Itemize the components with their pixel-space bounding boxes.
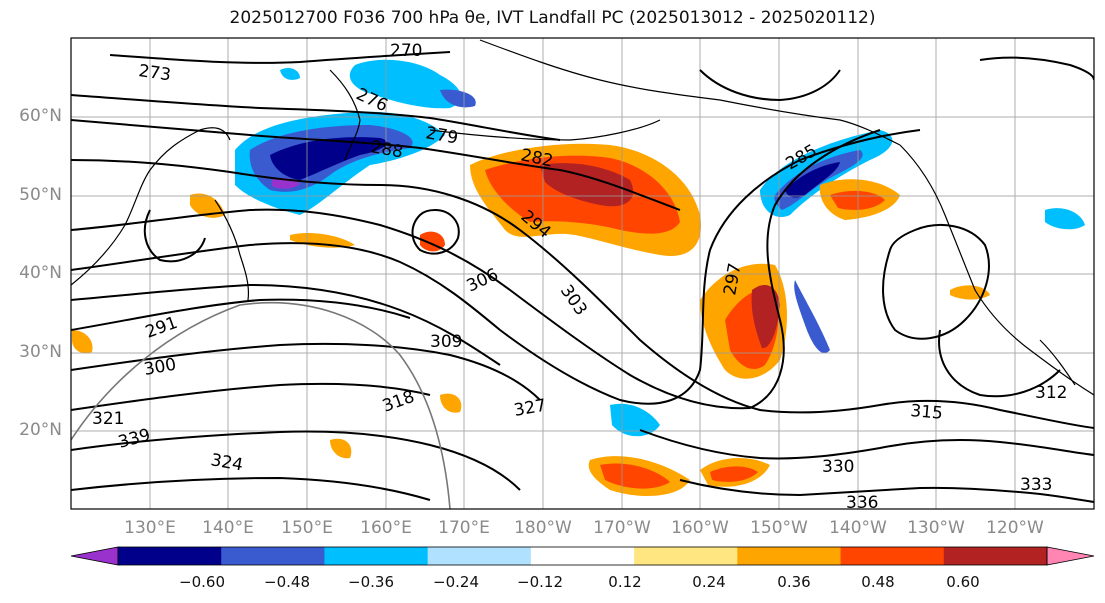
- contour-label: 333: [1020, 475, 1052, 495]
- colorbar-tick: 0.60: [946, 573, 980, 591]
- coast-japan: [214, 199, 250, 301]
- colorbar-tick: 0.12: [608, 573, 642, 591]
- contour-label: 315: [910, 401, 944, 424]
- lon-label: 130°E: [124, 518, 176, 538]
- theta-e-contours: [71, 51, 1094, 503]
- colorbar-tick: 0.36: [777, 573, 811, 591]
- colorbar-cell: [221, 547, 325, 565]
- colorbar-tick: −0.24: [433, 573, 479, 591]
- coast-north-america: [899, 144, 1094, 396]
- negative-shading: [235, 59, 1085, 437]
- lon-label: 140°E: [202, 518, 254, 538]
- lon-label: 180°W: [514, 518, 572, 538]
- map-title: 2025012700 F036 700 hPa θe, IVT Landfall…: [229, 8, 876, 28]
- lon-label: 170°E: [438, 518, 490, 538]
- lat-label: 50°N: [19, 185, 62, 205]
- graticule: [71, 38, 1094, 509]
- coast-kamchatka: [329, 69, 361, 161]
- colorbar-tick: −0.48: [264, 573, 310, 591]
- coastlines: [71, 39, 1094, 396]
- colorbar-tick: −0.36: [348, 573, 394, 591]
- contour-label: 309: [430, 332, 462, 352]
- lon-label: 160°W: [671, 518, 729, 538]
- lon-label: 140°W: [829, 518, 887, 538]
- great-circle-arc: [71, 301, 451, 509]
- lon-label: 150°W: [750, 518, 808, 538]
- colorbar-cell: [118, 547, 222, 565]
- colorbar: [70, 546, 1095, 566]
- contour-label: 336: [846, 493, 878, 513]
- lon-label: 170°W: [593, 518, 651, 538]
- lat-label: 30°N: [19, 342, 62, 362]
- colorbar-frame: [117, 546, 1048, 566]
- colorbar-tick: −0.60: [179, 573, 225, 591]
- lat-label: 60°N: [19, 106, 62, 126]
- colorbar-cell: [737, 547, 842, 565]
- lat-label: 20°N: [19, 420, 62, 440]
- colorbar-cell: [634, 547, 738, 565]
- positive-shading: [72, 143, 990, 496]
- contour-label: 312: [1035, 383, 1067, 403]
- coast-asia: [71, 127, 231, 286]
- colorbar-cell: [324, 547, 429, 565]
- coast-baja: [1039, 339, 1076, 386]
- lat-label: 40°N: [19, 263, 62, 283]
- lon-label: 150°E: [281, 518, 333, 538]
- colorbar-cell: [840, 547, 945, 565]
- lon-label: 130°W: [907, 518, 965, 538]
- contour-label: 273: [137, 61, 172, 85]
- colorbar-extend-high: [1046, 546, 1095, 566]
- colorbar-cell: [943, 547, 1048, 565]
- colorbar-tick: −0.12: [517, 573, 563, 591]
- colorbar-cell: [427, 547, 532, 565]
- lon-label: 120°W: [986, 518, 1044, 538]
- colorbar-cells: [118, 547, 1048, 565]
- coast-aleutians: [429, 119, 661, 141]
- contour-label: 321: [92, 409, 124, 429]
- colorbar-tick: 0.24: [692, 573, 726, 591]
- lon-label: 160°E: [360, 518, 412, 538]
- colorbar-tick: 0.48: [861, 573, 895, 591]
- coast-alaska: [479, 39, 901, 146]
- colorbar-cell: [530, 547, 635, 565]
- contour-label: 270: [390, 41, 422, 61]
- colorbar-extend-low: [70, 546, 119, 566]
- contour-label: 330: [822, 457, 854, 477]
- shade-blob-north: [349, 59, 461, 109]
- map-frame: [70, 37, 1095, 510]
